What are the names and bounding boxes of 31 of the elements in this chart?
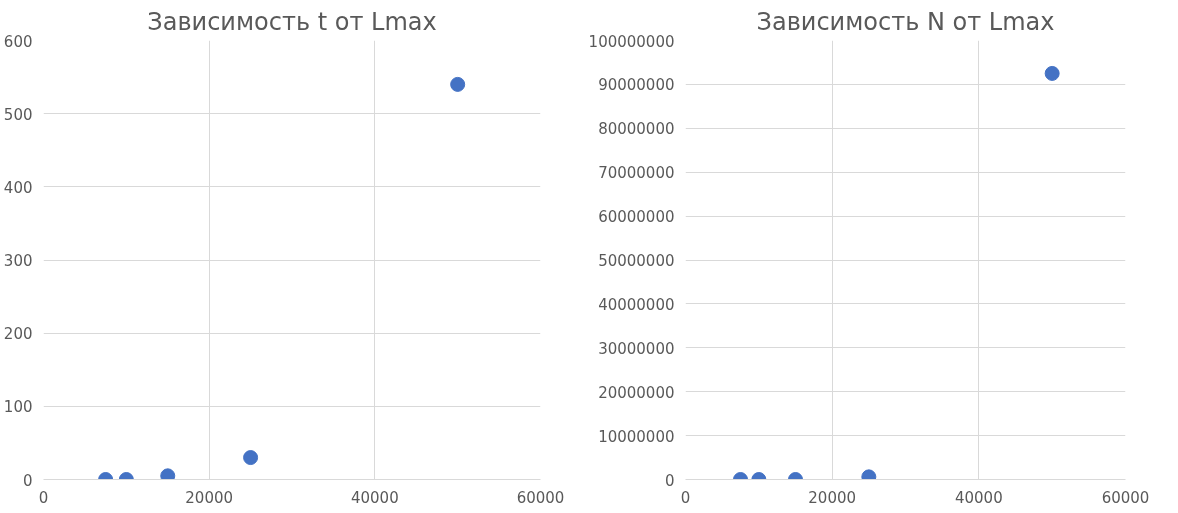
y-tick-label: 70000000: [598, 164, 675, 183]
y-tick-label: 300: [3, 252, 33, 270]
y-tick-label: 200: [3, 325, 33, 344]
x-tick-label: 20000: [808, 488, 857, 507]
x-tick-label: 40000: [954, 488, 1003, 507]
y-tick-label: 0: [664, 471, 675, 490]
x-tick-label: 60000: [516, 488, 565, 507]
point: [450, 76, 466, 92]
y-tick-label: 90000000: [598, 76, 675, 95]
x-tick-label: 0: [38, 488, 49, 507]
y-tick-label: 10000000: [598, 427, 675, 446]
chart-title: Зависимость N от Lmax: [756, 7, 1055, 36]
y-tick-label: 400: [3, 178, 33, 197]
y-tick-label: 30000000: [598, 339, 675, 358]
y-tick-label: 500: [3, 105, 33, 124]
y-tick-label: 100: [3, 398, 33, 417]
x-tick-label: 40000: [350, 488, 399, 507]
y-tick-label: 600: [3, 32, 33, 51]
x-tick-label: 20000: [185, 488, 234, 507]
chart-title: Зависимость t от Lmax: [147, 7, 437, 36]
y-tick-label: 20000000: [598, 383, 675, 402]
x-tick-label: 0: [680, 488, 691, 507]
y-tick-label: 40000000: [598, 295, 675, 314]
x-tick-label: 60000: [1101, 488, 1150, 507]
point: [1044, 65, 1060, 81]
y-tick-label: 50000000: [598, 252, 675, 270]
y-tick-label: 100000000: [588, 32, 675, 51]
point: [160, 468, 176, 480]
y-tick-label: 80000000: [598, 120, 675, 139]
y-tick-label: 60000000: [598, 208, 675, 227]
y-tick-label: 0: [22, 471, 33, 490]
